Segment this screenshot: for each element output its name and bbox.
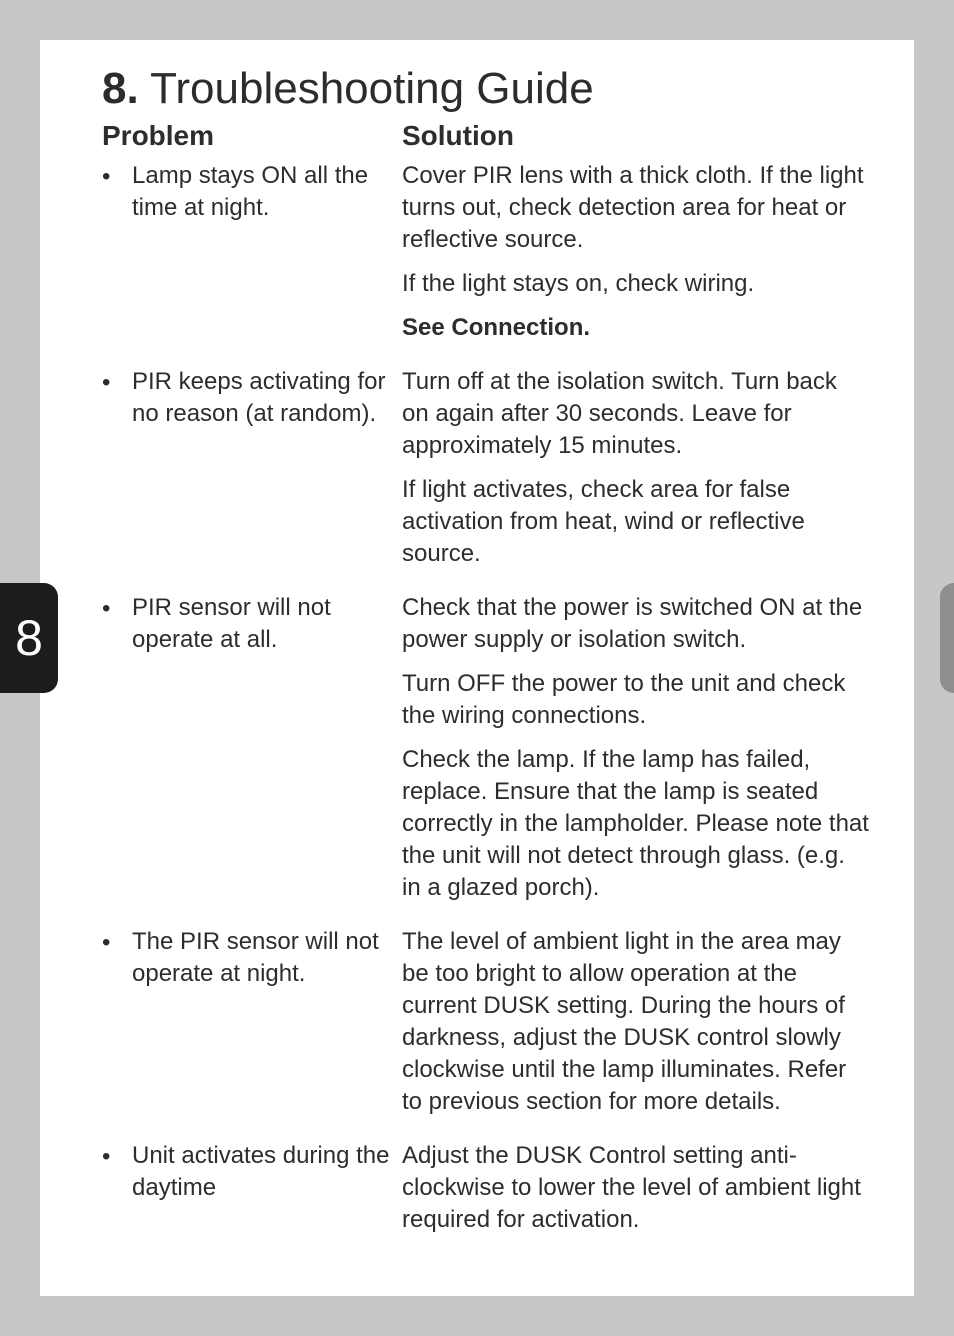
- bullet-icon: •: [102, 928, 132, 1118]
- bullet-icon: •: [102, 1142, 132, 1236]
- right-edge-tab: [940, 583, 954, 693]
- title-number: 8.: [102, 64, 139, 113]
- solution-cell: Adjust the DUSK Control setting anti-clo…: [402, 1140, 870, 1236]
- table-row: •Unit activates during the daytimeAdjust…: [102, 1140, 870, 1236]
- solution-cell: The level of ambient light in the area m…: [402, 926, 870, 1118]
- table-row: •PIR sensor will not operate at all.Chec…: [102, 592, 870, 904]
- table-header: Problem Solution: [102, 120, 870, 160]
- table-row: •PIR keeps activating for no reason (at …: [102, 366, 870, 570]
- problem-text: PIR keeps activating for no reason (at r…: [132, 366, 402, 570]
- solution-cell: Cover PIR lens with a thick cloth. If th…: [402, 160, 870, 344]
- solution-paragraph: The level of ambient light in the area m…: [402, 926, 870, 1118]
- solution-paragraph: Cover PIR lens with a thick cloth. If th…: [402, 160, 870, 256]
- solution-paragraph: Turn off at the isolation switch. Turn b…: [402, 366, 870, 462]
- problem-cell: •Lamp stays ON all the time at night.: [102, 160, 402, 344]
- problem-text: The PIR sensor will not operate at night…: [132, 926, 402, 1118]
- solution-paragraph: If the light stays on, check wiring.: [402, 268, 870, 300]
- solution-paragraph: Check that the power is switched ON at t…: [402, 592, 870, 656]
- problem-cell: •PIR keeps activating for no reason (at …: [102, 366, 402, 570]
- header-problem: Problem: [102, 120, 402, 152]
- bullet-icon: •: [102, 594, 132, 904]
- solution-paragraph: Adjust the DUSK Control setting anti-clo…: [402, 1140, 870, 1236]
- problem-text: Unit activates during the daytime: [132, 1140, 402, 1236]
- solution-paragraph: See Connection.: [402, 312, 870, 344]
- page-title: 8. Troubleshooting Guide: [102, 64, 870, 114]
- page-card: 8. Troubleshooting Guide Problem Solutio…: [40, 40, 914, 1296]
- bullet-icon: •: [102, 368, 132, 570]
- solution-paragraph: Check the lamp. If the lamp has failed, …: [402, 744, 870, 904]
- problem-text: PIR sensor will not operate at all.: [132, 592, 402, 904]
- solution-cell: Check that the power is switched ON at t…: [402, 592, 870, 904]
- table-body: •Lamp stays ON all the time at night.Cov…: [102, 160, 870, 1236]
- problem-text: Lamp stays ON all the time at night.: [132, 160, 402, 344]
- page-number-tab: 8: [0, 583, 58, 693]
- table-row: •Lamp stays ON all the time at night.Cov…: [102, 160, 870, 344]
- solution-paragraph: Turn OFF the power to the unit and check…: [402, 668, 870, 732]
- problem-cell: •The PIR sensor will not operate at nigh…: [102, 926, 402, 1118]
- header-solution: Solution: [402, 120, 870, 152]
- solution-cell: Turn off at the isolation switch. Turn b…: [402, 366, 870, 570]
- solution-paragraph: If light activates, check area for false…: [402, 474, 870, 570]
- page-number-label: 8: [15, 609, 43, 667]
- table-row: •The PIR sensor will not operate at nigh…: [102, 926, 870, 1118]
- bullet-icon: •: [102, 162, 132, 344]
- title-text: Troubleshooting Guide: [139, 64, 594, 113]
- problem-cell: •PIR sensor will not operate at all.: [102, 592, 402, 904]
- problem-cell: •Unit activates during the daytime: [102, 1140, 402, 1236]
